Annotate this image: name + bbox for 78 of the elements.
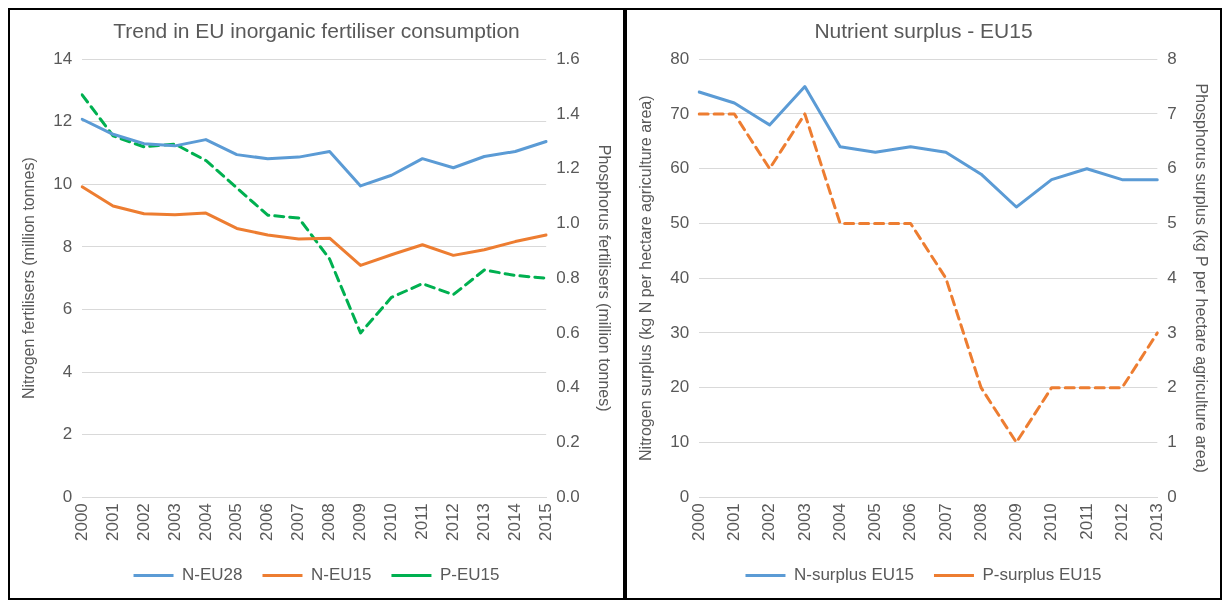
x-tick-label: 2006: [900, 503, 920, 542]
y2-tick-label: 0: [1167, 486, 1177, 506]
y2-axis-title: Phosphorus surplus (kg P per hectare agriculture area): [1192, 83, 1210, 473]
y2-tick-label: 4: [1167, 267, 1177, 287]
y-tick-label: 10: [53, 174, 73, 194]
x-tick-label: 2014: [504, 503, 524, 542]
y-tick-label: 8: [62, 236, 73, 256]
y-tick-label: 2: [62, 424, 73, 444]
x-tick-label: 2003: [164, 503, 184, 542]
y-tick-label: 60: [670, 158, 690, 178]
y-axis-title: Nitrogen fertilisers (million tonnes): [20, 157, 38, 400]
y-tick-label: 70: [670, 103, 690, 123]
y2-tick-label: 1.4: [556, 103, 580, 123]
y2-tick-label: 1.2: [556, 158, 580, 178]
x-tick-label: 2010: [1041, 503, 1061, 542]
x-tick-label: 2002: [133, 503, 153, 542]
x-tick-label: 2008: [970, 503, 990, 542]
x-tick-label: 2011: [1076, 503, 1096, 540]
y-tick-label: 10: [670, 432, 690, 452]
legend-label: N-EU15: [310, 565, 372, 585]
x-tick-label: 2009: [350, 503, 370, 542]
x-tick-label: 2010: [381, 503, 401, 542]
y-axis-title: Nitrogen surplus (kg N per hectare agriculture area): [637, 95, 655, 461]
chart-title: Nutrient surplus - EU15: [814, 19, 1033, 43]
y2-tick-label: 5: [1167, 213, 1177, 233]
y-tick-label: 14: [53, 48, 73, 68]
y2-tick-label: 8: [1167, 48, 1177, 68]
x-tick-label: 2004: [195, 503, 215, 542]
legend-label: P-EU15: [439, 565, 500, 585]
y-tick-label: 50: [670, 213, 690, 233]
x-tick-label: 2005: [226, 503, 246, 542]
x-tick-label: 2000: [688, 503, 708, 542]
x-tick-label: 2000: [71, 503, 91, 542]
y-tick-label: 0: [679, 486, 690, 506]
y2-tick-label: 2: [1167, 377, 1177, 397]
y2-tick-label: 0.0: [556, 486, 580, 506]
x-tick-label: 2012: [1111, 503, 1131, 542]
y-tick-label: 40: [670, 267, 690, 287]
x-tick-label: 2003: [794, 503, 814, 542]
y-tick-label: 20: [670, 377, 690, 397]
y2-tick-label: 1.6: [556, 48, 580, 68]
y2-tick-label: 0.2: [556, 432, 580, 452]
y2-tick-label: 1: [1167, 432, 1177, 452]
y2-tick-label: 1.0: [556, 213, 580, 233]
x-tick-label: 2007: [935, 503, 955, 542]
line-series: [80, 93, 548, 335]
y-tick-label: 30: [670, 322, 690, 342]
x-tick-label: 2008: [319, 503, 339, 542]
chart-title: Trend in EU inorganic fertiliser consumption: [113, 19, 520, 43]
legend-label: P-surplus EU15: [982, 565, 1102, 585]
x-tick-label: 2002: [759, 503, 779, 542]
line-series: [697, 112, 1159, 444]
y-tick-label: 4: [62, 361, 73, 381]
legend-label: N-surplus EU15: [793, 565, 914, 585]
x-tick-label: 2001: [102, 503, 122, 542]
y-tick-label: 80: [670, 48, 690, 68]
x-tick-label: 2001: [724, 503, 744, 542]
y2-tick-label: 0.8: [556, 267, 580, 287]
y2-tick-label: 3: [1167, 322, 1177, 342]
x-tick-label: 2009: [1006, 503, 1026, 542]
x-tick-label: 2013: [473, 503, 493, 542]
x-tick-label: 2012: [443, 503, 463, 542]
y-tick-label: 0: [62, 486, 73, 506]
legend-label: N-EU28: [182, 565, 243, 585]
y2-tick-label: 0.4: [556, 377, 580, 397]
y2-tick-label: 6: [1167, 158, 1177, 178]
x-tick-label: 2007: [288, 503, 308, 542]
y2-tick-label: 7: [1167, 103, 1177, 123]
y2-axis-title: Phosphorus fertilisers (million tonnes): [595, 144, 613, 412]
x-tick-label: 2015: [535, 503, 555, 542]
x-tick-label: 2011: [412, 503, 432, 540]
y-tick-label: 6: [62, 299, 73, 319]
x-tick-label: 2006: [257, 503, 277, 542]
y2-tick-label: 0.6: [556, 322, 580, 342]
x-tick-label: 2005: [865, 503, 885, 542]
y-tick-label: 12: [53, 111, 73, 131]
x-tick-label: 2013: [1147, 503, 1167, 542]
x-tick-label: 2004: [829, 503, 849, 542]
